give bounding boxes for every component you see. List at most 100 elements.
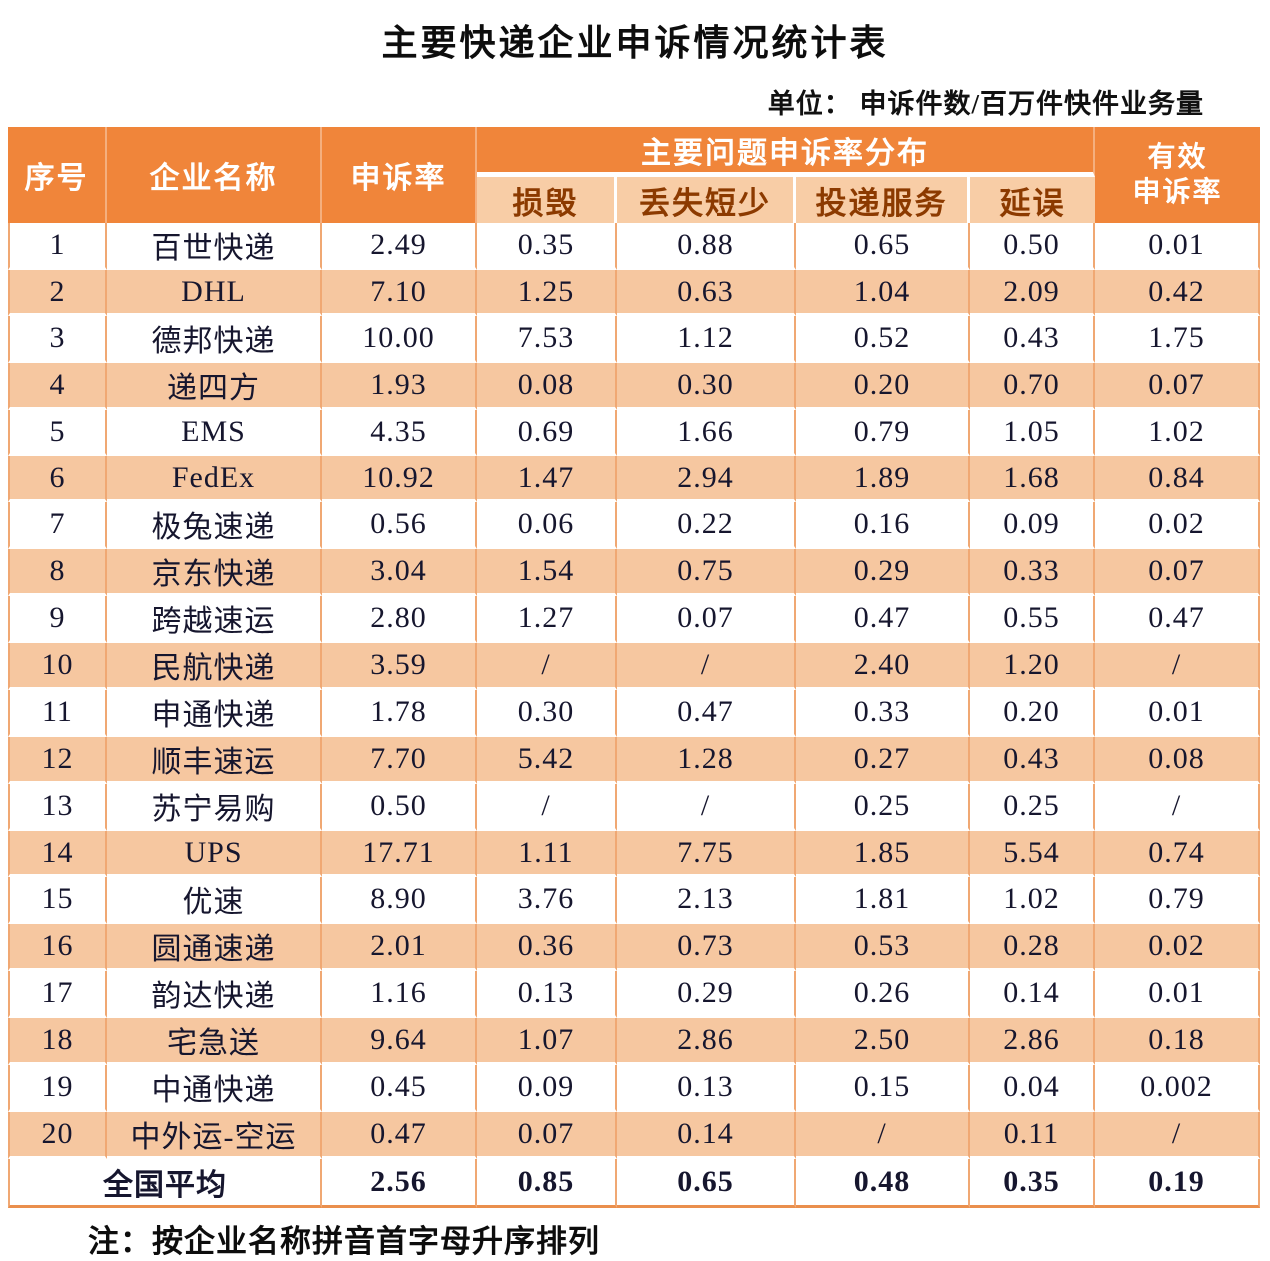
table-row: 18 宅急送 9.64 1.07 2.86 2.50 2.86 0.18 bbox=[8, 1018, 1260, 1065]
cell-damage: 0.30 bbox=[477, 690, 617, 737]
table-row: 12 顺丰速运 7.70 5.42 1.28 0.27 0.43 0.08 bbox=[8, 737, 1260, 784]
cell-delay: 1.05 bbox=[970, 410, 1095, 456]
cell-company: UPS bbox=[107, 831, 322, 877]
complaint-stats-table: 序号 企业名称 申诉率 主要问题申诉率分布 有效 申诉率 损毁 丢失短少 投递服… bbox=[8, 127, 1260, 1208]
cell-damage: 7.53 bbox=[477, 316, 617, 363]
table-row: 14 UPS 17.71 1.11 7.75 1.85 5.54 0.74 bbox=[8, 831, 1260, 877]
cell-company: 中通快递 bbox=[107, 1065, 322, 1112]
cell-delivery: 0.26 bbox=[796, 971, 970, 1018]
cell-delay: 1.02 bbox=[970, 877, 1095, 924]
cell-loss: 0.47 bbox=[617, 690, 796, 737]
cell-damage: 3.76 bbox=[477, 877, 617, 924]
cell-damage: 0.35 bbox=[477, 223, 617, 270]
cell-company: 递四方 bbox=[107, 363, 322, 410]
cell-effective: 0.42 bbox=[1095, 270, 1260, 316]
cell-loss: 2.13 bbox=[617, 877, 796, 924]
cell-effective: 0.08 bbox=[1095, 737, 1260, 784]
cell-rate: 7.10 bbox=[322, 270, 477, 316]
cell-loss: 1.28 bbox=[617, 737, 796, 784]
cell-company: 百世快递 bbox=[107, 223, 322, 270]
cell-no: 11 bbox=[8, 690, 107, 737]
cell-damage: 0.09 bbox=[477, 1065, 617, 1112]
table-row: 13 苏宁易购 0.50//0.25 0.25/ bbox=[8, 784, 1260, 831]
cell-effective: 0.79 bbox=[1095, 877, 1260, 924]
cell-company: 民航快递 bbox=[107, 643, 322, 690]
cell-company: 韵达快递 bbox=[107, 971, 322, 1018]
header-loss: 丢失短少 bbox=[617, 177, 796, 223]
cell-loss: 1.12 bbox=[617, 316, 796, 363]
cell-delay: 0.14 bbox=[970, 971, 1095, 1018]
page-title: 主要快递企业申诉情况统计表 bbox=[381, 23, 889, 63]
cell-rate: 0.47 bbox=[322, 1112, 477, 1159]
cell-damage: 1.11 bbox=[477, 831, 617, 877]
table-row: 5 EMS 4.35 0.69 1.66 0.79 1.05 1.02 bbox=[8, 410, 1260, 456]
cell-rate: 9.64 bbox=[322, 1018, 477, 1065]
cell-delivery: 0.52 bbox=[796, 316, 970, 363]
cell-rate: 10.00 bbox=[322, 316, 477, 363]
summary-row: 全国平均 2.56 0.85 0.65 0.48 0.35 0.19 bbox=[8, 1159, 1260, 1208]
cell-delay: 0.11 bbox=[970, 1112, 1095, 1159]
cell-rate: 4.35 bbox=[322, 410, 477, 456]
cell-delay: 0.09 bbox=[970, 502, 1095, 549]
cell-damage: 1.07 bbox=[477, 1018, 617, 1065]
table-row: 2 DHL 7.10 1.25 0.63 1.04 2.09 0.42 bbox=[8, 270, 1260, 316]
table-row: 7 极兔速递 0.56 0.06 0.22 0.16 0.09 0.02 bbox=[8, 502, 1260, 549]
cell-company: 圆通速递 bbox=[107, 924, 322, 971]
table-row: 17 韵达快递 1.16 0.13 0.29 0.26 0.14 0.01 bbox=[8, 971, 1260, 1018]
cell-rate: 2.49 bbox=[322, 223, 477, 270]
cell-company: 德邦快递 bbox=[107, 316, 322, 363]
cell-rate: 0.45 bbox=[322, 1065, 477, 1112]
header-effective-rate: 有效 申诉率 bbox=[1095, 127, 1260, 223]
cell-company: DHL bbox=[107, 270, 322, 316]
summary-delay: 0.35 bbox=[970, 1159, 1095, 1208]
cell-no: 4 bbox=[8, 363, 107, 410]
cell-loss: 0.13 bbox=[617, 1065, 796, 1112]
cell-effective: 0.002 bbox=[1095, 1065, 1260, 1112]
cell-rate: 0.50 bbox=[322, 784, 477, 831]
cell-delivery: 1.81 bbox=[796, 877, 970, 924]
cell-delivery: 0.47 bbox=[796, 596, 970, 643]
cell-effective: / bbox=[1095, 1112, 1260, 1159]
cell-effective: 0.07 bbox=[1095, 363, 1260, 410]
cell-company: 中外运-空运 bbox=[107, 1112, 322, 1159]
cell-company: 极兔速递 bbox=[107, 502, 322, 549]
cell-loss: 1.66 bbox=[617, 410, 796, 456]
cell-effective: 0.01 bbox=[1095, 690, 1260, 737]
cell-rate: 1.78 bbox=[322, 690, 477, 737]
cell-no: 10 bbox=[8, 643, 107, 690]
cell-delivery: 1.89 bbox=[796, 456, 970, 502]
cell-delivery: 0.27 bbox=[796, 737, 970, 784]
cell-no: 15 bbox=[8, 877, 107, 924]
cell-no: 12 bbox=[8, 737, 107, 784]
cell-delay: 0.28 bbox=[970, 924, 1095, 971]
table-row: 11 申通快递 1.78 0.30 0.47 0.33 0.20 0.01 bbox=[8, 690, 1260, 737]
cell-damage: 1.54 bbox=[477, 549, 617, 596]
cell-delivery: 1.85 bbox=[796, 831, 970, 877]
cell-effective: 1.02 bbox=[1095, 410, 1260, 456]
cell-no: 1 bbox=[8, 223, 107, 270]
table-row: 20 中外运-空运 0.47 0.07 0.14/0.11/ bbox=[8, 1112, 1260, 1159]
cell-damage: 0.13 bbox=[477, 971, 617, 1018]
cell-delivery: 0.15 bbox=[796, 1065, 970, 1112]
cell-no: 3 bbox=[8, 316, 107, 363]
cell-damage: 0.69 bbox=[477, 410, 617, 456]
cell-delay: 0.04 bbox=[970, 1065, 1095, 1112]
unit-label: 单位： 申诉件数/百万件快件业务量 bbox=[767, 89, 1204, 119]
cell-delay: 0.55 bbox=[970, 596, 1095, 643]
cell-delivery: 1.04 bbox=[796, 270, 970, 316]
cell-rate: 3.59 bbox=[322, 643, 477, 690]
cell-effective: 0.01 bbox=[1095, 971, 1260, 1018]
cell-no: 16 bbox=[8, 924, 107, 971]
cell-delivery: 0.16 bbox=[796, 502, 970, 549]
cell-damage: 0.07 bbox=[477, 1112, 617, 1159]
cell-loss: 0.22 bbox=[617, 502, 796, 549]
header-damage: 损毁 bbox=[477, 177, 617, 223]
cell-company: 顺丰速运 bbox=[107, 737, 322, 784]
table-body: 1 百世快递 2.49 0.35 0.88 0.65 0.50 0.01 2 DHL 7.10 1.2… bbox=[8, 223, 1260, 1159]
table-row: 3 德邦快递 10.00 7.53 1.12 0.52 0.43 1.75 bbox=[8, 316, 1260, 363]
table-row: 9 跨越速运 2.80 1.27 0.07 0.47 0.55 0.47 bbox=[8, 596, 1260, 643]
header-complaint-rate: 申诉率 bbox=[322, 127, 477, 223]
cell-no: 5 bbox=[8, 410, 107, 456]
cell-rate: 8.90 bbox=[322, 877, 477, 924]
cell-delivery: 0.65 bbox=[796, 223, 970, 270]
